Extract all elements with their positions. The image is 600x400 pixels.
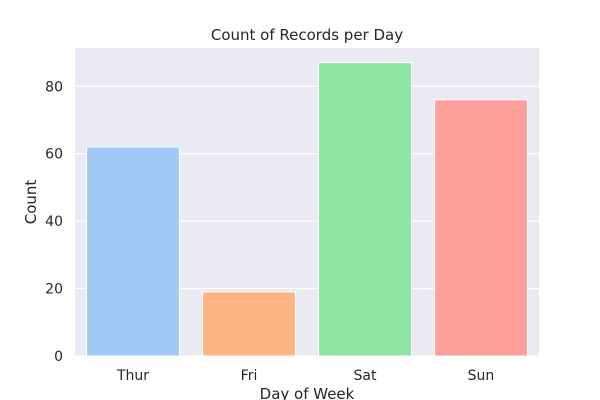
- x-axis-label: Day of Week: [260, 385, 355, 400]
- x-tick-label-sat: Sat: [354, 368, 377, 384]
- y-axis-label: Count: [22, 180, 40, 225]
- y-tick-label-20: 20: [45, 282, 63, 298]
- y-tick-label-60: 60: [45, 147, 63, 163]
- bars: [86, 62, 528, 357]
- bar-thur: [86, 146, 180, 357]
- bar-sun: [434, 99, 528, 357]
- chart-title: Count of Records per Day: [211, 26, 403, 44]
- y-axis-ticks: 0 20 40 60 80: [45, 79, 63, 365]
- x-tick-label-fri: Fri: [241, 368, 258, 384]
- x-tick-label-sun: Sun: [468, 368, 495, 384]
- bar-fri: [202, 291, 296, 357]
- x-tick-label-thur: Thur: [116, 368, 149, 384]
- y-tick-label-80: 80: [45, 79, 63, 95]
- y-tick-label-40: 40: [45, 214, 63, 230]
- y-tick-label-0: 0: [54, 349, 63, 365]
- x-axis-ticks: Thur Fri Sat Sun: [116, 368, 494, 384]
- bar-sat: [318, 62, 412, 357]
